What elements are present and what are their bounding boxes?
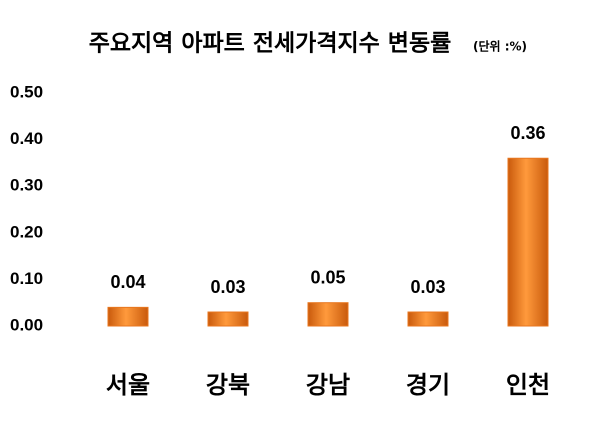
- bar: [507, 157, 549, 327]
- x-tick-label: 경기: [406, 371, 450, 399]
- y-tick-label: 0.20: [10, 222, 43, 241]
- value-label: 0.04: [110, 272, 145, 292]
- y-tick-label: 0.00: [10, 315, 43, 334]
- value-label: 0.05: [310, 267, 345, 287]
- bar: [407, 311, 449, 327]
- y-tick-label: 0.10: [10, 269, 43, 288]
- x-tick-label: 인천: [506, 371, 550, 399]
- value-label: 0.03: [210, 277, 245, 297]
- y-tick-label: 0.50: [10, 82, 43, 101]
- y-tick-label: 0.30: [10, 176, 43, 195]
- value-label: 0.36: [510, 123, 545, 143]
- x-tick-label: 강북: [206, 371, 250, 399]
- y-tick-label: 0.40: [10, 129, 43, 148]
- chart-title: 주요지역 아파트 전세가격지수 변동률: [89, 31, 452, 57]
- chart-subtitle: (단위 :%): [473, 39, 527, 54]
- bar: [307, 302, 349, 327]
- x-tick-label: 강남: [306, 371, 350, 399]
- value-label: 0.03: [410, 277, 445, 297]
- bar: [107, 306, 149, 327]
- bar: [207, 311, 249, 327]
- x-tick-label: 서울: [106, 371, 150, 399]
